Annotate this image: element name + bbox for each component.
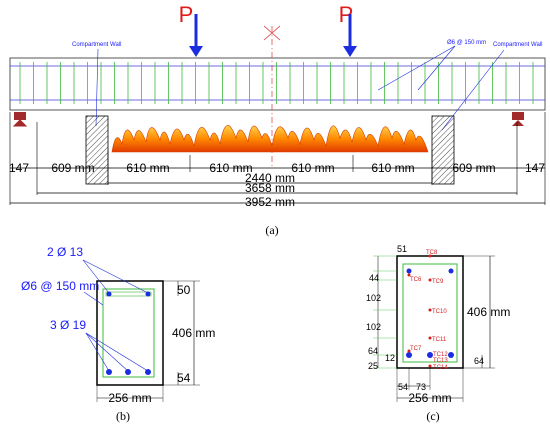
caption-b: (b)	[116, 409, 130, 423]
dim-c-51: 51	[397, 244, 407, 254]
support-left	[12, 119, 28, 127]
dim-c-25: 25	[368, 361, 378, 371]
leader-line	[82, 259, 110, 294]
dim-c-54: 54	[398, 382, 408, 392]
dim-c-64-right: 64	[474, 356, 484, 366]
compartment-wall-label-left: Compartment Wall	[72, 42, 121, 48]
leader-line	[83, 291, 104, 306]
bottom-bar	[448, 352, 454, 358]
stirrup-spec-label: Ø6 @ 150 mm	[447, 40, 486, 46]
section-c-stirrup	[402, 263, 458, 363]
stirrups	[19, 62, 534, 104]
caption-a: (a)	[265, 223, 278, 237]
tc11-label: TC11	[432, 337, 447, 343]
dim-147-right: 147	[525, 161, 545, 175]
thermocouple-tc14	[428, 364, 432, 368]
leader-line	[85, 332, 149, 372]
dim-b-bottom-cover: 54	[177, 371, 191, 385]
thermocouple-tc10	[428, 308, 432, 312]
dim-c-102-a: 102	[366, 293, 381, 303]
dim-c-73: 73	[416, 382, 426, 392]
tc14-label: TC14	[433, 365, 448, 371]
dim-3658: 3658 mm	[245, 181, 295, 195]
tc8-label: TC8	[426, 250, 438, 256]
compartment-wall-right	[431, 115, 455, 185]
dim-610-3: 610 mm	[291, 161, 334, 175]
dim-609-left: 609 mm	[51, 161, 94, 175]
label-bottom-bars: 3 Ø 19	[50, 318, 86, 332]
dim-610-2: 610 mm	[209, 161, 252, 175]
dim-c-height: 406 mm	[467, 305, 510, 319]
dim-b-height: 406 mm	[172, 326, 215, 340]
leader-line	[377, 45, 456, 91]
leader-line	[82, 259, 149, 294]
load-arrowhead-left	[189, 46, 203, 57]
bottom-bar	[406, 352, 412, 358]
section-b-outline	[96, 280, 164, 386]
leader-line	[417, 45, 456, 91]
support-right	[512, 120, 524, 126]
dim-609-right: 609 mm	[452, 161, 495, 175]
dim-b-top-cover: 50	[177, 283, 191, 297]
dim-610-1: 610 mm	[126, 161, 169, 175]
tc7-label: TC7	[410, 346, 422, 352]
bottom-bar	[106, 369, 112, 375]
support-right-base	[512, 112, 524, 120]
dim-c-102-b: 102	[366, 322, 381, 332]
load-arrowhead-right	[343, 46, 357, 57]
top-bar	[145, 291, 151, 297]
thermocouple-tc9	[428, 278, 432, 282]
dim-c-44: 44	[369, 273, 379, 283]
thermocouple-tc11	[428, 336, 432, 340]
dim-3952: 3952 mm	[245, 195, 295, 209]
bottom-bar	[145, 369, 151, 375]
bottom-bar	[427, 352, 433, 358]
tc9-label: TC9	[432, 279, 444, 285]
label-top-bars: 2 Ø 13	[47, 245, 83, 259]
top-bar	[448, 268, 454, 274]
dim-610-4: 610 mm	[371, 161, 414, 175]
top-bar	[406, 268, 412, 274]
dim-b-width: 256 mm	[108, 391, 151, 405]
center-mark	[263, 25, 281, 41]
beam-outline	[9, 57, 546, 111]
support-left-base	[14, 112, 26, 120]
tc6-label: TC6	[410, 277, 422, 283]
section-b-hook	[105, 291, 152, 297]
fire-flames	[111, 125, 429, 153]
load-label-left: P	[179, 2, 194, 27]
section-c-outline	[396, 255, 464, 369]
dim-147-left: 147	[9, 161, 29, 175]
label-stirrups-b: Ø6 @ 150 mm	[21, 279, 99, 293]
leader-line	[85, 332, 129, 372]
dim-c-64: 64	[368, 346, 378, 356]
dim-2440: 2440 mm	[245, 171, 295, 185]
thermocouple-tc7	[407, 349, 411, 353]
leader-line	[95, 48, 99, 127]
section-b-stirrup	[102, 288, 155, 378]
bottom-bar	[125, 369, 131, 375]
tc10-label: TC10	[432, 309, 447, 315]
thermocouple-tc8	[428, 254, 432, 258]
dim-c-12: 12	[385, 353, 395, 363]
thermocouple-tc6	[407, 273, 411, 277]
tc13-label: TC13	[433, 358, 448, 364]
dim-c-width: 256 mm	[408, 391, 451, 405]
caption-c: (c)	[426, 409, 439, 423]
compartment-wall-label-right: Compartment Wall	[493, 42, 542, 48]
leader-line	[85, 332, 110, 372]
tc12-label: TC12	[433, 352, 448, 358]
top-bar	[106, 291, 112, 297]
